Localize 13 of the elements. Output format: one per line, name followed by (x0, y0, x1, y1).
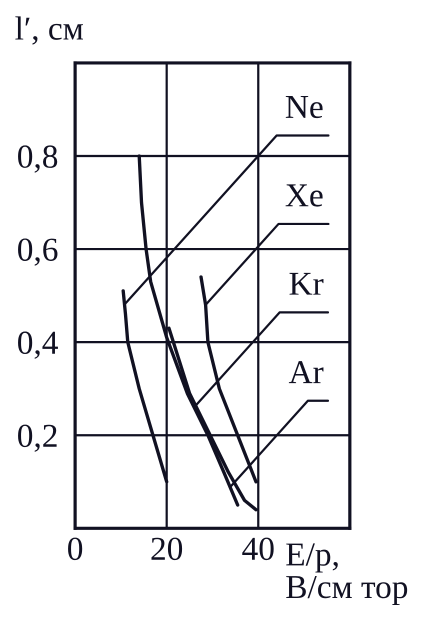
x-tick-label: 20 (151, 538, 182, 560)
x-tick-label: 0 (68, 538, 82, 560)
y-tick-label: 0,6 (18, 238, 58, 266)
y-tick-label: 0,2 (18, 424, 57, 452)
x-axis-title: E/p, В/см тор (286, 543, 408, 606)
annotation: Xe (286, 184, 323, 207)
y-axis-title: l′, см (15, 16, 84, 45)
annotation: Kr (290, 272, 324, 295)
annotation: Ne (286, 96, 323, 118)
x-tick-label: 40 (242, 538, 274, 560)
annotation: Ar (288, 361, 324, 384)
y-tick-label: 0,4 (18, 332, 58, 359)
y-tick-label: 0,8 (18, 145, 58, 173)
